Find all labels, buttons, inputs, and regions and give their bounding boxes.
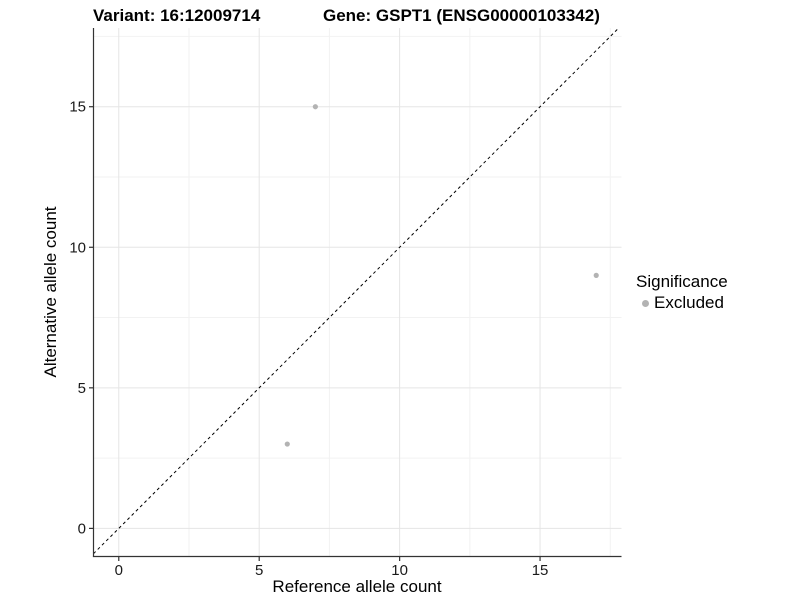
y-tick-label: 0 bbox=[78, 520, 86, 537]
data-point bbox=[284, 441, 290, 447]
legend-title: Significance bbox=[636, 272, 728, 291]
y-axis-title: Alternative allele count bbox=[41, 206, 60, 378]
legend-item-label: Excluded bbox=[654, 293, 724, 312]
x-tick-label: 5 bbox=[255, 562, 263, 579]
excluded-point-swatch-icon bbox=[642, 299, 649, 307]
data-point bbox=[312, 104, 318, 110]
plot-title-variant: Variant: 16:12009714 bbox=[93, 6, 261, 25]
y-tick-label: 5 bbox=[78, 380, 86, 397]
identity-reference-line bbox=[93, 27, 620, 555]
x-tick-label: 0 bbox=[115, 562, 123, 579]
x-axis-title: Reference allele count bbox=[272, 577, 442, 596]
x-tick-label: 10 bbox=[391, 562, 408, 579]
x-tick-label: 15 bbox=[532, 562, 549, 579]
y-tick-label: 15 bbox=[69, 99, 86, 116]
y-tick-label: 10 bbox=[69, 239, 86, 256]
plot-title-gene: Gene: GSPT1 (ENSG00000103342) bbox=[323, 6, 600, 25]
legend: Significance Excluded bbox=[636, 272, 728, 312]
data-point bbox=[593, 272, 599, 278]
legend-item-excluded: Excluded bbox=[636, 294, 728, 312]
